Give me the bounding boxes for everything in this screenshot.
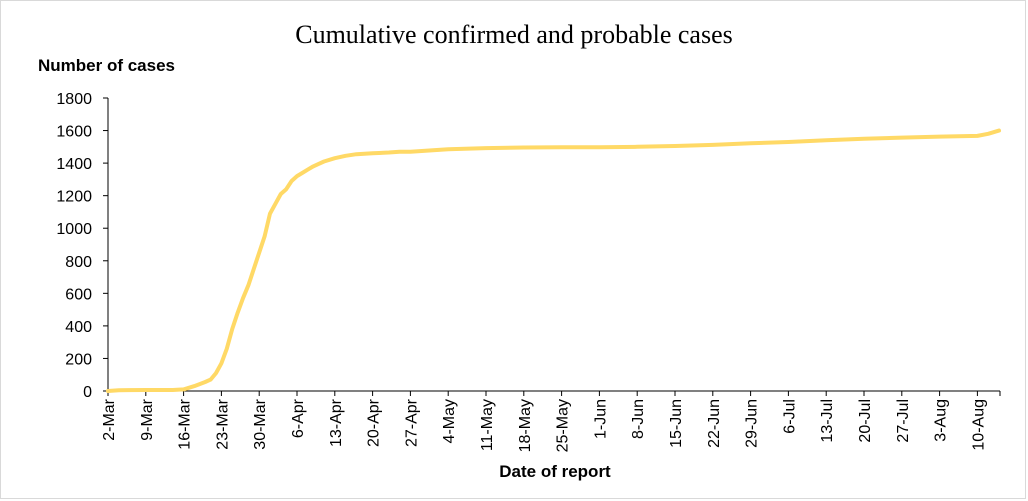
- x-tick-label: 23-Mar: [214, 398, 231, 449]
- x-tick-label: 13-Apr: [328, 398, 345, 447]
- x-axis-label: Date of report: [499, 462, 611, 481]
- y-tick-label: 1600: [56, 124, 92, 141]
- y-tick-label: 400: [65, 319, 92, 336]
- y-ticks: 0 200 400 600 800 1000 1200 1400 1600 1800: [56, 91, 108, 401]
- x-tick-label: 27-Jul: [895, 399, 912, 443]
- x-tick-label: 2-Mar: [101, 398, 118, 440]
- y-tick-label: 1400: [56, 156, 92, 173]
- series-line: [106, 128, 1001, 393]
- x-tick-label: 22-Jun: [706, 399, 723, 448]
- x-tick-label: 9-Mar: [139, 398, 156, 440]
- x-tick-label: 20-Jul: [857, 399, 874, 443]
- y-axis-label: Number of cases: [38, 56, 175, 75]
- x-tick-label: 20-Apr: [366, 398, 383, 447]
- x-tick-label: 10-Aug: [970, 399, 987, 451]
- x-tick-label: 3-Aug: [933, 399, 950, 442]
- x-tick-label: 30-Mar: [252, 398, 269, 449]
- x-ticks: 2-Mar 9-Mar 16-Mar 23-Mar 30-Mar 6-Apr 13-Apr 2…: [101, 391, 1001, 452]
- y-tick-label: 0: [83, 384, 92, 401]
- x-tick-label: 18-May: [517, 399, 534, 452]
- y-tick-label: 1000: [56, 221, 92, 238]
- x-tick-label: 16-Mar: [177, 398, 194, 449]
- series-group: [106, 128, 1001, 393]
- y-tick-label: 1200: [56, 189, 92, 206]
- x-tick-label: 27-Apr: [403, 398, 420, 447]
- x-tick-label: 11-May: [479, 399, 496, 451]
- y-tick-label: 600: [65, 286, 92, 303]
- x-tick-label: 15-Jun: [668, 399, 685, 448]
- x-tick-label: 25-May: [555, 399, 572, 452]
- y-tick-label: 200: [65, 351, 92, 368]
- axes: [107, 98, 1000, 392]
- y-tick-label: 800: [65, 254, 92, 271]
- x-tick-label: 13-Jul: [819, 399, 836, 443]
- x-tick-label: 8-Jun: [630, 399, 647, 439]
- y-tick-label: 1800: [56, 91, 92, 108]
- x-tick-label: 6-Apr: [290, 398, 307, 438]
- x-tick-label: 4-May: [441, 399, 458, 443]
- x-tick-label: 6-Jul: [781, 399, 798, 434]
- x-tick-label: 1-Jun: [592, 399, 609, 439]
- x-tick-label: 29-Jun: [744, 399, 761, 448]
- chart-title: Cumulative confirmed and probable cases: [295, 20, 733, 49]
